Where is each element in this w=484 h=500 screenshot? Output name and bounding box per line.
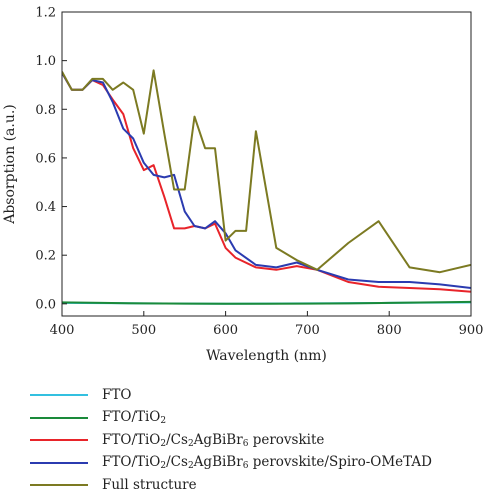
plot-frame (61, 11, 472, 317)
series-line-5 (62, 69, 471, 274)
y-tick-label: 1.2 (35, 6, 56, 21)
y-axis-title: Absorption (a.u.) (2, 104, 18, 225)
x-tick-label: 600 (213, 323, 238, 338)
y-tick-label: 0.6 (35, 151, 56, 166)
legend-swatch (30, 484, 88, 487)
legend-swatch (30, 461, 88, 464)
legend-label: FTO/TiO2 (102, 409, 167, 427)
x-axis-title: Wavelength (nm) (206, 348, 327, 364)
legend: FTO FTO/TiO2 FTO/TiO2/Cs2AgBiBr6 perovskit… (30, 384, 480, 497)
y-tick-label: 0.8 (35, 103, 56, 118)
x-tick-label: 500 (131, 323, 156, 338)
y-tick-label: 0.2 (35, 249, 56, 264)
legend-label: FTO (102, 387, 132, 404)
x-tick-label: 800 (377, 323, 402, 338)
legend-label: FTO/TiO2/Cs2AgBiBr6 perovskite (102, 431, 325, 449)
legend-item: FTO (30, 384, 480, 407)
x-tick-label: 400 (50, 323, 75, 338)
series-layer (62, 69, 471, 305)
legend-label: FTO/TiO2/Cs2AgBiBr6 perovskite/Spiro-OMe… (102, 454, 433, 472)
ticks-layer: 400 500 600 700 800 900 0.0 0.2 0.4 0.6 0.8 1.0 1.2 (35, 6, 483, 339)
y-tick-label: 0.0 (35, 297, 56, 312)
absorption-chart: 400 500 600 700 800 9000.00.20.40.60.81.01.2 … (2, 6, 483, 365)
legend-item: FTO/TiO2/Cs2AgBiBr6 perovskite/Spiro-OMe… (30, 452, 480, 475)
x-tick-label: 900 (459, 323, 484, 338)
y-tick-label: 0.4 (35, 200, 56, 215)
x-tick-label: 700 (295, 323, 320, 338)
series-line-2 (62, 300, 471, 305)
legend-label: Full structure (102, 477, 197, 494)
legend-item: FTO/TiO2 (30, 407, 480, 430)
legend-swatch (30, 394, 88, 397)
series-line-3 (62, 72, 471, 293)
legend-item: FTO/TiO2/Cs2AgBiBr6 perovskite (30, 429, 480, 452)
y-tick-label: 1.0 (35, 54, 56, 69)
legend-item: Full structure (30, 474, 480, 497)
legend-swatch (30, 439, 88, 442)
series-line-4 (62, 72, 471, 289)
legend-swatch (30, 416, 88, 419)
